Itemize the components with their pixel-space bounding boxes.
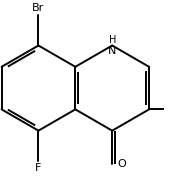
Text: Br: Br xyxy=(32,3,45,13)
Text: F: F xyxy=(35,163,42,173)
Text: H: H xyxy=(108,35,116,45)
Text: N: N xyxy=(108,46,116,56)
Text: O: O xyxy=(117,159,126,169)
